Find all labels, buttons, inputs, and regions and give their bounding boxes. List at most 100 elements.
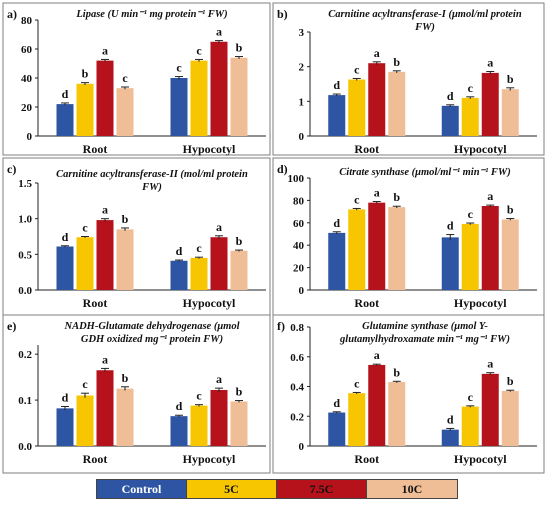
data-label: d — [447, 89, 454, 103]
data-label: c — [468, 207, 474, 221]
bar — [481, 72, 499, 136]
data-label: d — [176, 399, 183, 413]
data-label: c — [82, 377, 88, 391]
data-label: a — [216, 372, 222, 386]
bar — [96, 60, 114, 136]
data-label: a — [216, 220, 222, 234]
data-label: a — [374, 186, 380, 200]
x-tick-label: Root — [83, 296, 108, 310]
bar — [76, 237, 94, 290]
data-label: a — [374, 348, 380, 362]
data-label: d — [62, 87, 69, 101]
bar — [170, 78, 188, 136]
x-tick-label: Root — [354, 296, 379, 310]
chart-title-line: Citrate synthase (μmol/ml⁻¹ min⁻¹ FW) — [339, 167, 510, 178]
bar — [76, 395, 94, 446]
panel-label: c) — [7, 162, 16, 176]
data-label: a — [487, 357, 493, 371]
legend-item-7-5c: 7.5C — [277, 480, 367, 498]
bar — [501, 219, 519, 290]
data-label: b — [236, 385, 243, 399]
y-tick-label: 1.0 — [18, 214, 32, 226]
panel-a: a) Lipase (U min⁻¹ mg protein⁻¹ FW) 0 20 40 6… — [2, 2, 271, 156]
data-label: d — [447, 412, 454, 426]
y-tick-label: 40 — [21, 73, 33, 85]
y-tick-label: 1 — [299, 96, 305, 108]
bar — [170, 260, 188, 290]
panel-c: c) Carnitine acyltransferase-II (mol/ml p… — [2, 157, 271, 316]
data-label: d — [333, 216, 340, 230]
y-tick-label: 80 — [21, 15, 33, 27]
bar — [388, 382, 406, 446]
y-tick-label: 40 — [293, 240, 305, 252]
panel-label: d) — [277, 162, 288, 176]
chart-title-line: FW) — [141, 182, 162, 193]
bar — [328, 412, 346, 446]
data-label: c — [82, 221, 88, 235]
bar — [56, 408, 74, 446]
bar — [96, 370, 114, 446]
data-label: c — [176, 61, 182, 75]
bar — [190, 405, 208, 446]
data-label: b — [393, 55, 400, 69]
data-label: b — [122, 371, 129, 385]
chart-title-line: NADH-Glutamate dehydrogenase (μmol — [64, 321, 240, 332]
x-tick-label: Hypocotyl — [183, 452, 236, 466]
bar — [441, 237, 459, 290]
bar — [481, 206, 499, 290]
panel-frame — [272, 2, 545, 156]
bar — [501, 89, 519, 136]
bar — [230, 57, 248, 137]
data-label: a — [487, 189, 493, 203]
y-tick-label: 0.1 — [18, 395, 32, 407]
bar — [190, 60, 208, 136]
y-tick-label: 0.2 — [290, 411, 304, 423]
y-tick-label: 0.2 — [18, 349, 32, 361]
bar — [481, 373, 499, 446]
panel-b: b) Carnitine acyltransferase-I (μmol/ml p… — [272, 2, 545, 156]
bar — [461, 406, 479, 446]
bar — [56, 104, 74, 136]
y-tick-label: 20 — [21, 102, 33, 114]
data-label: c — [468, 81, 474, 95]
data-label: d — [447, 219, 454, 233]
panel-frame — [2, 157, 271, 316]
data-label: b — [507, 374, 514, 388]
bar — [441, 105, 459, 136]
x-tick-label: Hypocotyl — [454, 142, 507, 156]
panel-label: a) — [7, 7, 17, 21]
chart-title-line: GDH oxidized mg⁻¹ protein FW) — [81, 334, 223, 345]
bar — [190, 257, 208, 290]
x-tick-label: Root — [354, 142, 379, 156]
bar — [210, 237, 228, 290]
y-tick-label: 100 — [288, 173, 305, 185]
data-label: b — [393, 190, 400, 204]
bar — [368, 202, 386, 290]
panel-d: d) Citrate synthase (μmol/ml⁻¹ min⁻¹ FW) 0… — [272, 157, 545, 316]
data-label: a — [102, 352, 108, 366]
chart-title-line: Glutamine synthase (μmol Y- — [362, 321, 488, 332]
bar — [388, 207, 406, 290]
data-label: a — [102, 203, 108, 217]
data-label: c — [354, 376, 360, 390]
data-label: d — [62, 230, 69, 244]
bar — [348, 79, 366, 136]
data-label: a — [487, 56, 493, 70]
panel-e: e) NADH-Glutamate dehydrogenase (μmol GDH … — [2, 314, 271, 474]
data-label: d — [62, 391, 69, 405]
bar — [368, 364, 386, 446]
data-label: b — [507, 203, 514, 217]
data-label: c — [468, 390, 474, 404]
bar — [328, 95, 346, 136]
bar — [96, 220, 114, 290]
y-tick-label: 3 — [299, 27, 305, 39]
data-label: b — [236, 234, 243, 248]
y-tick-label: 0 — [299, 441, 305, 453]
y-tick-label: 2 — [299, 62, 305, 74]
bar — [116, 88, 134, 136]
bar — [210, 389, 228, 446]
bar — [461, 223, 479, 290]
panel-label: e) — [7, 319, 16, 333]
panel-frame — [2, 314, 271, 474]
data-label: d — [333, 396, 340, 410]
